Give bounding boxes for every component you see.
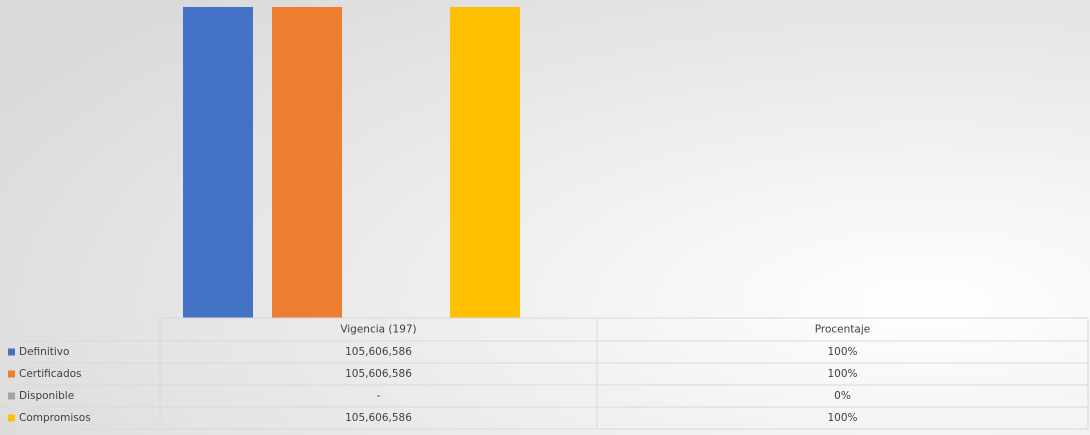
value-label: -	[377, 390, 381, 402]
value-label: 100%	[827, 368, 857, 380]
value-label: 105,606,586	[345, 412, 412, 424]
legend-label: Certificados	[19, 368, 82, 380]
legend-label: Definitivo	[19, 346, 69, 358]
legend-swatch	[8, 370, 15, 378]
legend-swatch	[8, 414, 15, 422]
category-label: Procentaje	[815, 324, 870, 336]
bar	[450, 7, 520, 318]
legend-label: Disponible	[19, 390, 74, 402]
value-label: 100%	[827, 412, 857, 424]
value-label: 105,606,586	[345, 346, 412, 358]
category-label: Vigencia (197)	[340, 324, 416, 336]
bar	[183, 7, 253, 318]
value-label: 0%	[834, 390, 851, 402]
legend-swatch	[8, 392, 15, 400]
value-label: 100%	[827, 346, 857, 358]
legend-label: Compromisos	[19, 412, 91, 424]
legend-swatch	[8, 348, 15, 356]
bar	[272, 7, 342, 318]
value-label: 105,606,586	[345, 368, 412, 380]
